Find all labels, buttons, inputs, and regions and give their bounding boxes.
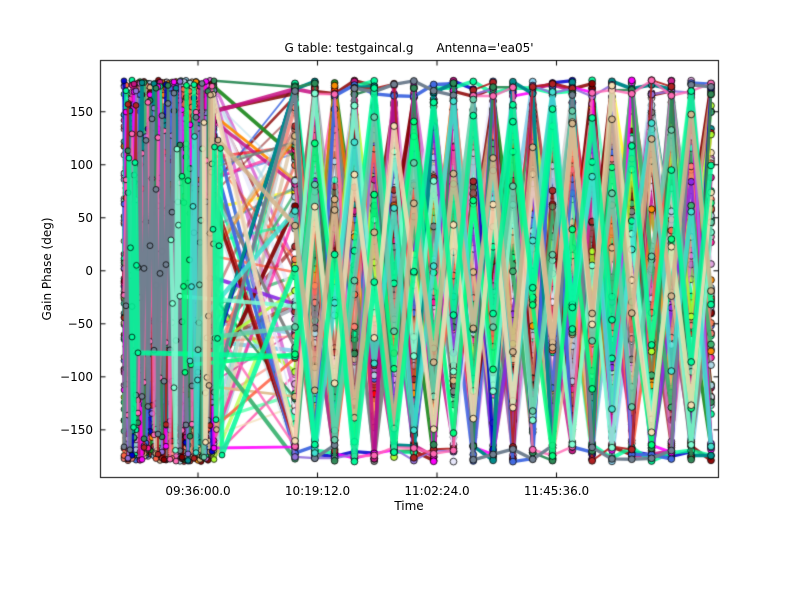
x-tick-label: 09:36:00.0: [165, 484, 231, 498]
y-tick-label: 50: [77, 210, 93, 225]
x-tick-label: 11:45:36.0: [523, 484, 590, 498]
chart-title: G table: testgaincal.g Antenna='ea05': [284, 41, 534, 55]
y-tick-label: 0: [85, 263, 93, 278]
y-tick-label: −50: [67, 316, 93, 331]
x-axis-label: Time: [394, 499, 424, 513]
y-tick-label: 100: [70, 157, 93, 172]
x-tick-label: 11:02:24.0: [404, 484, 470, 498]
y-tick-label: −150: [60, 422, 93, 437]
x-tick-label: 10:19:12.0: [284, 484, 351, 498]
y-tick-label: 150: [70, 104, 93, 119]
y-tick-label: −100: [60, 369, 93, 384]
